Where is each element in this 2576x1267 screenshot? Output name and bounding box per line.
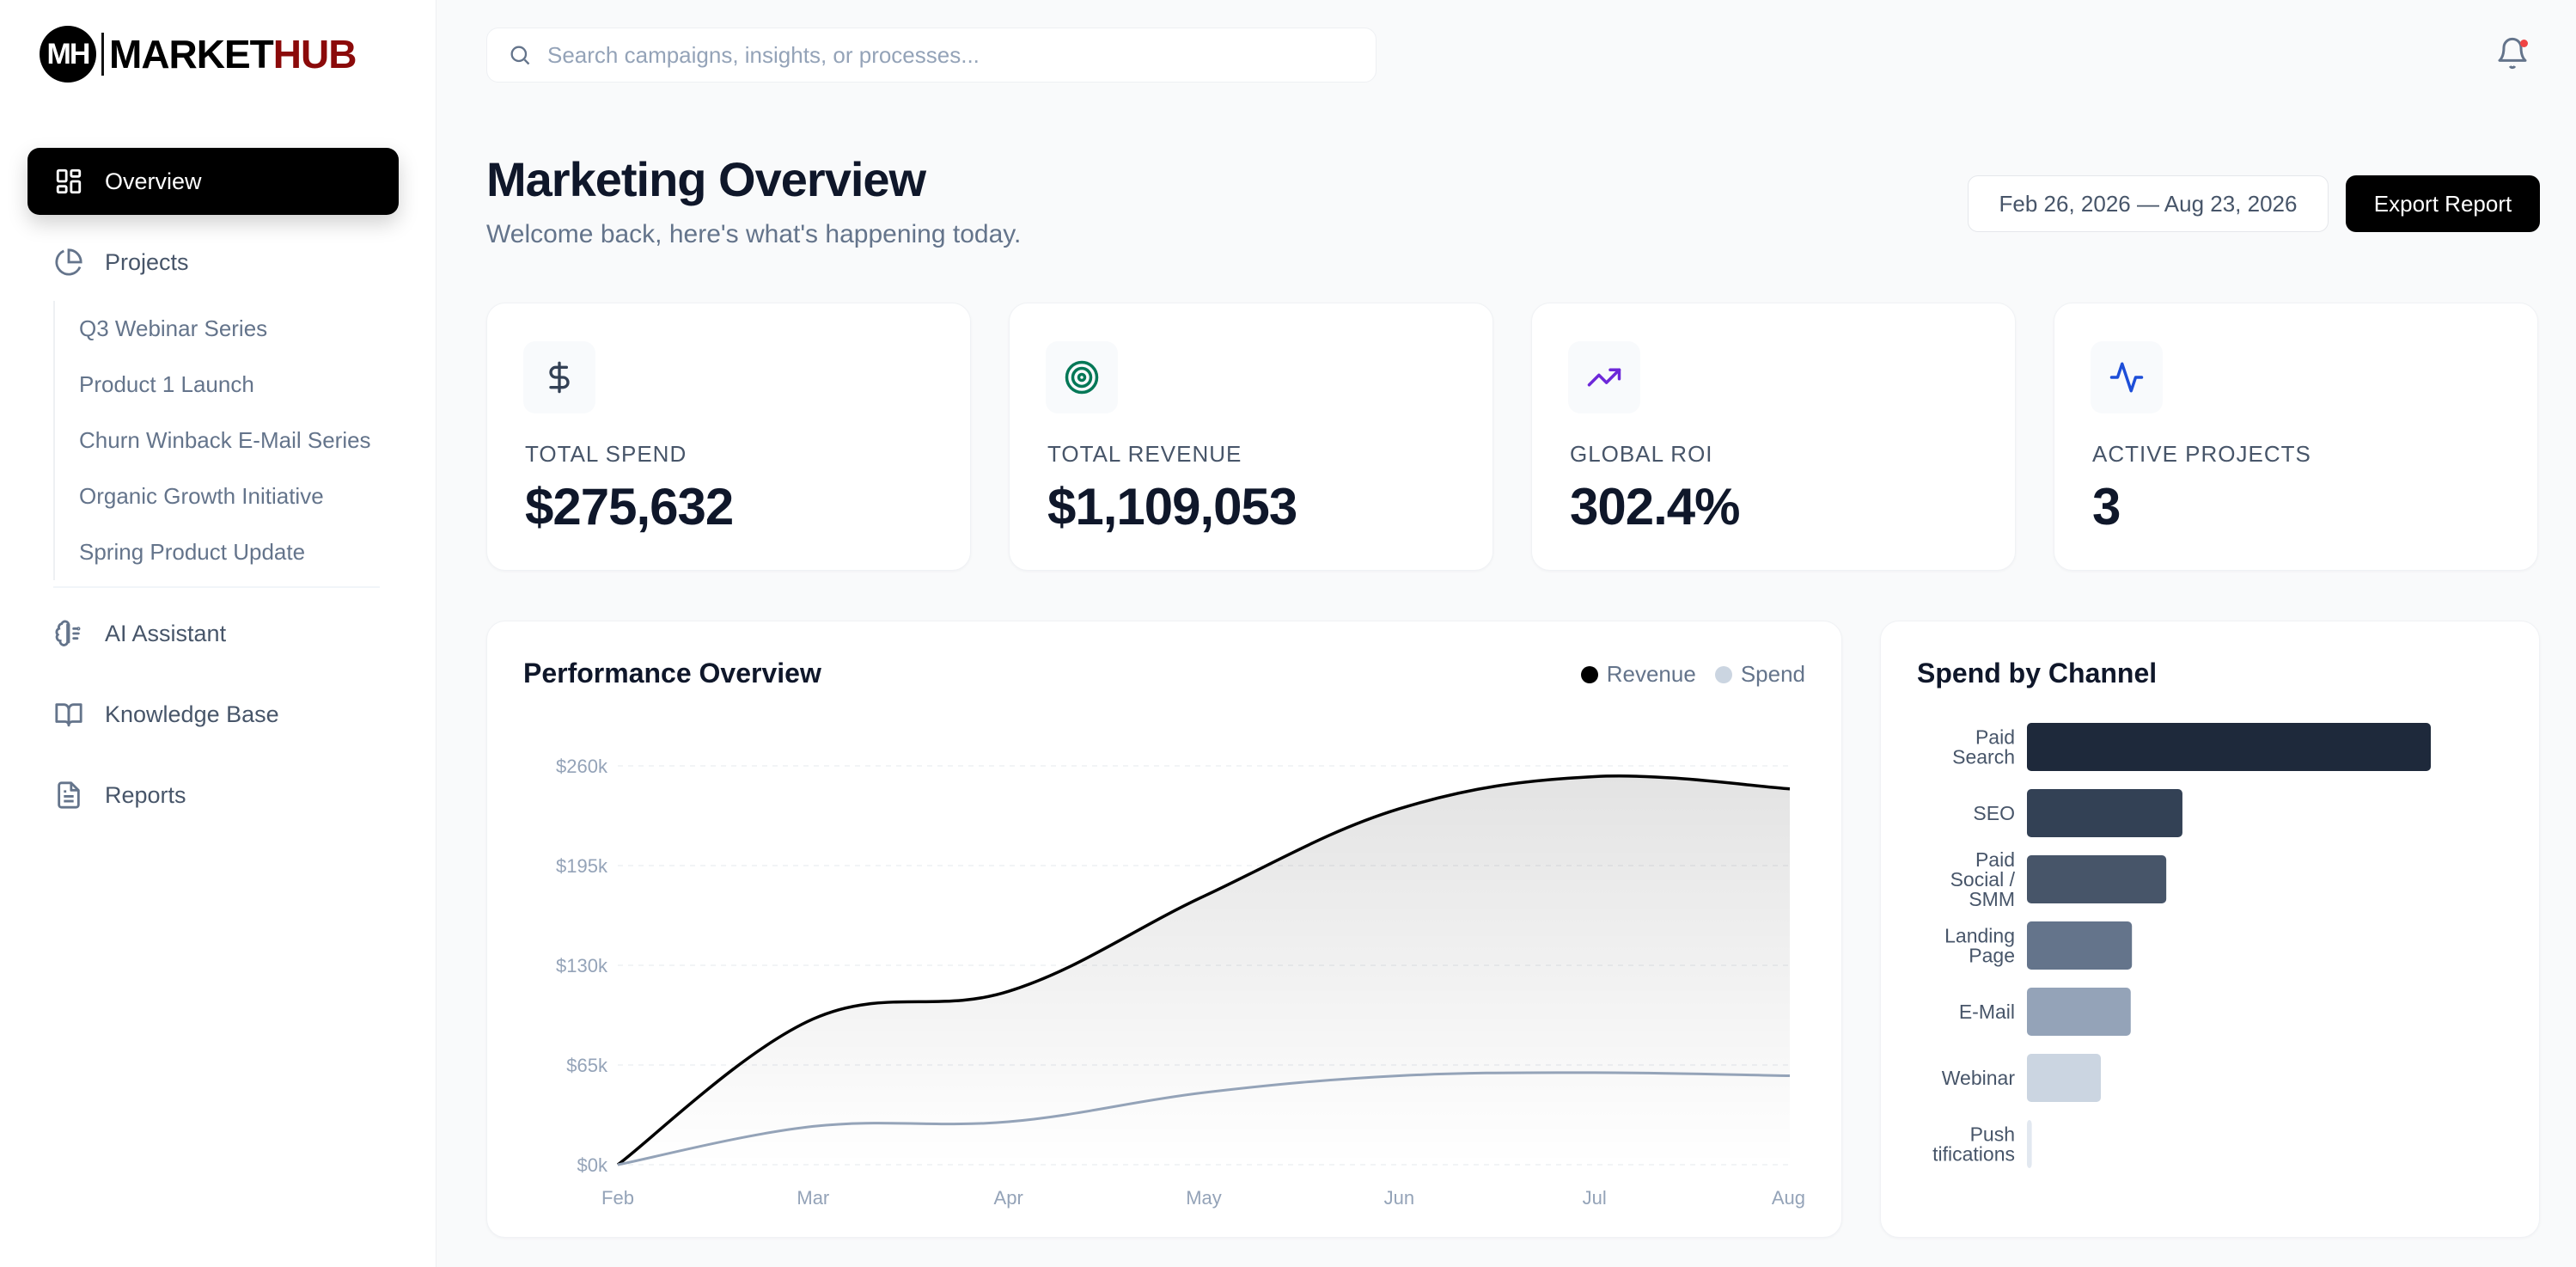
- bar[interactable]: [2027, 789, 2182, 837]
- category-label: Paid Search: [1952, 726, 2015, 768]
- logo-text: MARKETHUB: [109, 31, 357, 77]
- project-item[interactable]: Organic Growth Initiative: [79, 483, 324, 509]
- brain-icon: [53, 618, 84, 649]
- kpi-label: ACTIVE PROJECTS: [2092, 441, 2311, 467]
- series-line-spend[interactable]: [617, 1071, 1791, 1166]
- sidebar-item-label: Knowledge Base: [105, 701, 279, 727]
- legend-swatch: [1714, 665, 1732, 683]
- category-label: SEO: [1973, 802, 2015, 824]
- y-tick-label: $130k: [556, 955, 608, 976]
- x-tick-label: May: [1186, 1187, 1222, 1209]
- kpi-value: $275,632: [525, 478, 734, 536]
- spend-by-channel-chart[interactable]: Paid Search SEO Paid Social / SMM Landing Page E…: [1881, 621, 2541, 1239]
- logo-mark: MH: [40, 26, 96, 83]
- y-tick-label: $260k: [556, 756, 608, 777]
- activity-icon: [2091, 341, 2163, 413]
- series-line-revenue[interactable]: [616, 774, 1791, 1166]
- sidebar-item-label: Overview: [105, 168, 202, 194]
- x-tick-label: Mar: [797, 1187, 829, 1209]
- sidebar-item-projects[interactable]: Projects: [27, 229, 399, 296]
- bar[interactable]: [2027, 988, 2131, 1036]
- sidebar-item-label: Reports: [105, 781, 186, 808]
- document-icon: [53, 780, 84, 811]
- kpi-label: TOTAL REVENUE: [1047, 441, 1242, 467]
- x-tick-label: Aug: [1772, 1187, 1805, 1209]
- project-item[interactable]: Churn Winback E-Mail Series: [79, 427, 371, 453]
- legend-item-revenue[interactable]: Revenue: [1580, 661, 1696, 688]
- bar[interactable]: [2027, 1054, 2102, 1102]
- x-tick-label: Jul: [1583, 1187, 1607, 1209]
- dashboard-icon: [53, 166, 84, 197]
- bar[interactable]: [2027, 1120, 2032, 1168]
- page-subtitle: Welcome back, here's what's happening to…: [486, 220, 1022, 248]
- spend-by-channel-card: Spend by Channel Paid Search SEO Paid Social…: [1880, 621, 2540, 1238]
- sidebar-item-reports[interactable]: Reports: [27, 762, 399, 829]
- category-label: Webinar: [1942, 1067, 2016, 1089]
- sidebar-item-label: Projects: [105, 248, 189, 275]
- kpi-label: GLOBAL ROI: [1570, 441, 1713, 467]
- dollar-icon: [523, 341, 595, 413]
- logo[interactable]: MH MARKETHUB: [40, 26, 357, 83]
- book-icon: [53, 699, 84, 730]
- category-label: E-Mail: [1959, 1001, 2015, 1023]
- project-item[interactable]: Q3 Webinar Series: [79, 315, 268, 341]
- date-range-picker[interactable]: Feb 26, 2026 — Aug 23, 2026: [1968, 175, 2329, 232]
- kpi-value: $1,109,053: [1047, 478, 1297, 536]
- card-title: Performance Overview: [523, 658, 821, 689]
- logo-text-part2: HUB: [272, 32, 357, 77]
- card-title: Spend by Channel: [1917, 658, 2158, 689]
- trending-up-icon: [1568, 341, 1640, 413]
- logo-divider: [101, 33, 104, 76]
- project-item[interactable]: Spring Product Update: [79, 539, 306, 565]
- bar[interactable]: [2027, 921, 2133, 970]
- performance-overview-card: Performance Overview Revenue Spend $0k $6…: [486, 621, 1842, 1238]
- bell-icon: [2498, 37, 2527, 70]
- legend-item-spend[interactable]: Spend: [1714, 661, 1805, 688]
- x-tick-label: Apr: [994, 1187, 1023, 1209]
- legend-swatch: [1580, 665, 1598, 683]
- category-label: Landing Page: [1944, 925, 2015, 967]
- chart-legend: Revenue Spend: [1562, 661, 1805, 688]
- bar[interactable]: [2027, 855, 2167, 903]
- category-label: Paid Social / SMM: [1950, 848, 2016, 910]
- sidebar-item-knowledge-base[interactable]: Knowledge Base: [27, 681, 399, 748]
- page-title: Marketing Overview: [486, 152, 926, 206]
- sidebar-item-label: AI Assistant: [105, 620, 227, 646]
- export-report-button[interactable]: Export Report: [2346, 175, 2540, 232]
- x-tick-label: Jun: [1384, 1187, 1414, 1209]
- y-tick-label: $0k: [577, 1154, 608, 1176]
- kpi-value: 3: [2092, 478, 2121, 536]
- y-tick-label: $65k: [566, 1055, 608, 1076]
- sidebar-divider: [53, 586, 380, 588]
- legend-label: Spend: [1740, 661, 1805, 687]
- notifications-button[interactable]: [2495, 36, 2533, 74]
- performance-chart[interactable]: $0k $65k $130k $195k $260k Feb Mar Apr May Jun Jul…: [487, 621, 1843, 1239]
- sidebar: MH MARKETHUB Overview Projects Q3 Webina…: [0, 0, 436, 1267]
- category-label: Push tifications: [1932, 1123, 2015, 1166]
- legend-label: Revenue: [1606, 661, 1696, 687]
- search-icon: [510, 46, 530, 65]
- search-bar[interactable]: [486, 28, 1377, 83]
- notification-dot: [2520, 40, 2528, 47]
- project-item[interactable]: Product 1 Launch: [79, 371, 254, 397]
- bar[interactable]: [2027, 723, 2431, 771]
- y-tick-label: $195k: [556, 855, 608, 877]
- kpi-label: TOTAL SPEND: [525, 441, 687, 467]
- search-input[interactable]: [547, 41, 1355, 69]
- kpi-card-total-revenue: TOTAL REVENUE $1,109,053: [1009, 303, 1493, 571]
- kpi-value: 302.4%: [1570, 478, 1740, 536]
- pie-chart-icon: [53, 247, 84, 278]
- kpi-card-active-projects: ACTIVE PROJECTS 3: [2054, 303, 2538, 571]
- sidebar-item-overview[interactable]: Overview: [27, 148, 399, 215]
- logo-text-part1: MARKET: [109, 32, 274, 77]
- kpi-card-total-spend: TOTAL SPEND $275,632: [486, 303, 971, 571]
- x-tick-label: Feb: [601, 1187, 634, 1209]
- project-list: Q3 Webinar Series Product 1 Launch Churn…: [53, 301, 380, 580]
- kpi-card-global-roi: GLOBAL ROI 302.4%: [1531, 303, 2016, 571]
- sidebar-item-ai-assistant[interactable]: AI Assistant: [27, 600, 399, 667]
- target-icon: [1046, 341, 1118, 413]
- revenue-area: [618, 775, 1790, 1165]
